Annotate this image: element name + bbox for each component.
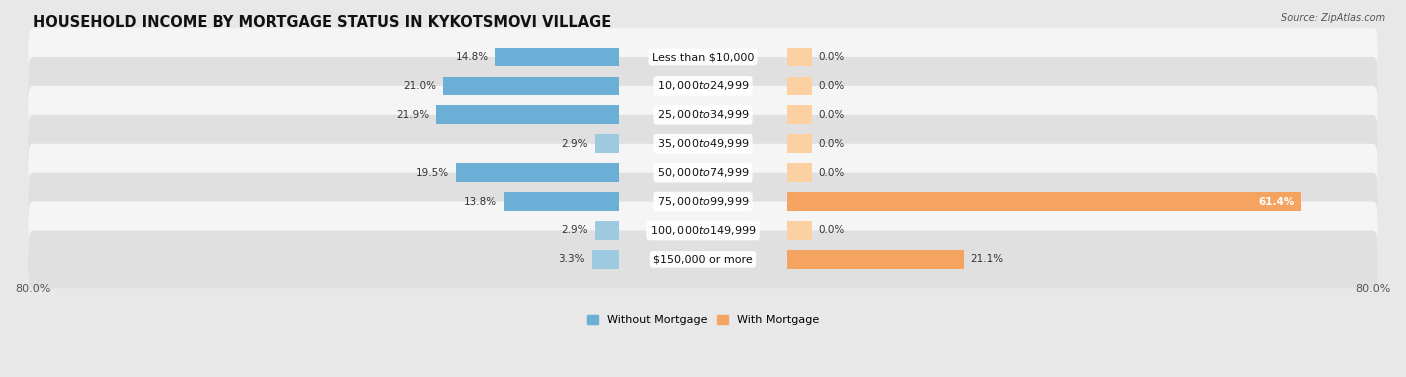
Text: 61.4%: 61.4%	[1258, 196, 1295, 207]
Text: 0.0%: 0.0%	[818, 110, 845, 120]
Bar	[456, 163, 619, 182]
Text: $50,000 to $74,999: $50,000 to $74,999	[657, 166, 749, 179]
Bar	[495, 48, 619, 66]
Bar	[787, 250, 963, 269]
FancyBboxPatch shape	[28, 57, 1378, 115]
Bar	[592, 250, 619, 269]
Bar	[787, 48, 811, 66]
Bar	[787, 106, 811, 124]
Bar	[787, 134, 811, 153]
FancyBboxPatch shape	[28, 230, 1378, 288]
Legend: Without Mortgage, With Mortgage: Without Mortgage, With Mortgage	[582, 311, 824, 329]
Text: 0.0%: 0.0%	[818, 81, 845, 91]
FancyBboxPatch shape	[28, 173, 1378, 230]
Bar	[787, 192, 1302, 211]
Text: HOUSEHOLD INCOME BY MORTGAGE STATUS IN KYKOTSMOVI VILLAGE: HOUSEHOLD INCOME BY MORTGAGE STATUS IN K…	[32, 15, 612, 30]
Text: 2.9%: 2.9%	[562, 225, 588, 236]
Bar	[595, 221, 619, 240]
FancyBboxPatch shape	[28, 115, 1378, 173]
Text: 0.0%: 0.0%	[818, 52, 845, 62]
Text: $10,000 to $24,999: $10,000 to $24,999	[657, 80, 749, 92]
Text: 3.3%: 3.3%	[558, 254, 585, 264]
FancyBboxPatch shape	[28, 86, 1378, 144]
Text: $25,000 to $34,999: $25,000 to $34,999	[657, 108, 749, 121]
Bar	[443, 77, 619, 95]
Text: 21.1%: 21.1%	[970, 254, 1004, 264]
FancyBboxPatch shape	[28, 144, 1378, 202]
Text: $75,000 to $99,999: $75,000 to $99,999	[657, 195, 749, 208]
Bar	[436, 106, 619, 124]
Text: 0.0%: 0.0%	[818, 168, 845, 178]
Bar	[503, 192, 619, 211]
Text: 0.0%: 0.0%	[818, 225, 845, 236]
Text: $100,000 to $149,999: $100,000 to $149,999	[650, 224, 756, 237]
Text: 0.0%: 0.0%	[818, 139, 845, 149]
FancyBboxPatch shape	[28, 28, 1378, 86]
Text: $35,000 to $49,999: $35,000 to $49,999	[657, 137, 749, 150]
FancyBboxPatch shape	[28, 202, 1378, 259]
Text: 14.8%: 14.8%	[456, 52, 488, 62]
Bar	[787, 77, 811, 95]
Text: 2.9%: 2.9%	[562, 139, 588, 149]
Text: 21.0%: 21.0%	[404, 81, 436, 91]
Text: 19.5%: 19.5%	[416, 168, 449, 178]
Text: Less than $10,000: Less than $10,000	[652, 52, 754, 62]
Text: 13.8%: 13.8%	[464, 196, 496, 207]
Bar	[595, 134, 619, 153]
Text: Source: ZipAtlas.com: Source: ZipAtlas.com	[1281, 13, 1385, 23]
Text: 21.9%: 21.9%	[396, 110, 429, 120]
Text: $150,000 or more: $150,000 or more	[654, 254, 752, 264]
Bar	[787, 221, 811, 240]
Bar	[787, 163, 811, 182]
